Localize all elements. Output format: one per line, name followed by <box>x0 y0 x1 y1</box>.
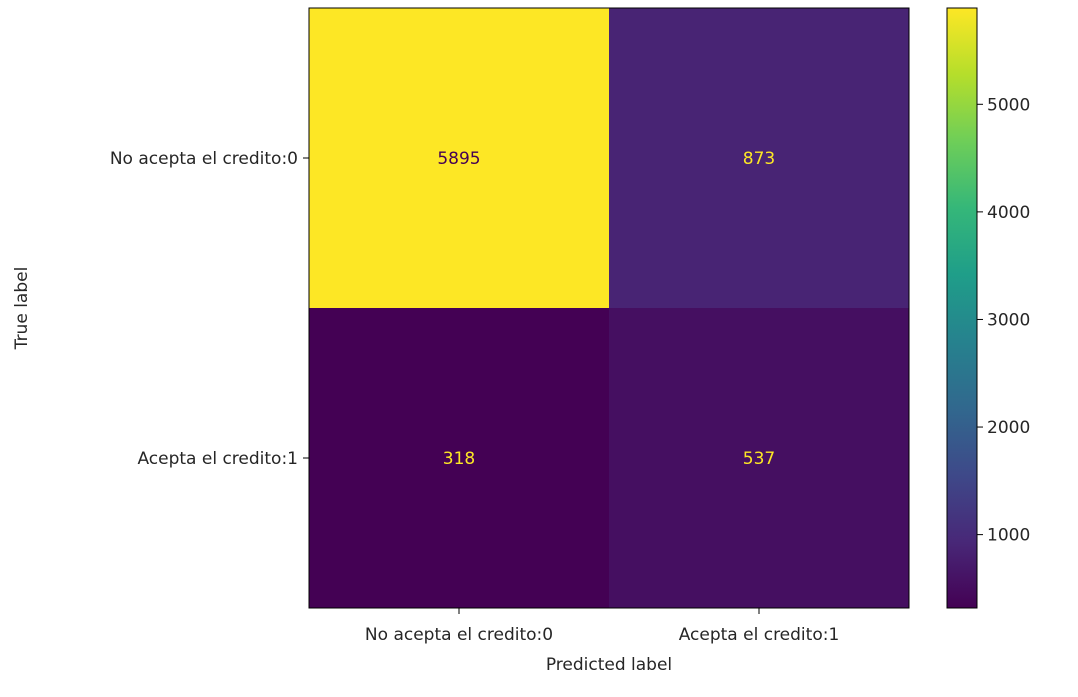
colorbar <box>946 7 978 609</box>
cell-value-label: 537 <box>743 449 775 469</box>
plot-frame <box>308 7 910 609</box>
y-tick-label: Acepta el credito:1 <box>137 449 298 469</box>
y-tick-label: No acepta el credito:0 <box>110 149 298 169</box>
colorbar-ticks: 1000 2000 3000 4000 5000 <box>977 95 1030 546</box>
cell-value-labels: 5895 873 318 537 <box>437 149 775 469</box>
heatmap-cell <box>309 308 609 608</box>
cell-value-label: 5895 <box>437 149 480 169</box>
x-axis-ticks: No acepta el credito:0 Acepta el credito:… <box>365 608 839 645</box>
y-axis-ticks: No acepta el credito:0 Acepta el credito:… <box>110 149 309 469</box>
colorbar-tick-label: 5000 <box>987 95 1030 115</box>
colorbar-tick-label: 1000 <box>987 526 1030 546</box>
colorbar-tick-label: 2000 <box>987 418 1030 438</box>
heatmap-cell <box>609 8 909 308</box>
cell-value-label: 318 <box>443 449 475 469</box>
colorbar-tick-label: 3000 <box>987 310 1030 330</box>
x-tick-label: Acepta el credito:1 <box>679 625 840 645</box>
heatmap-cell <box>609 308 909 608</box>
y-axis-label: True label <box>12 267 32 351</box>
heatmap-cells <box>309 8 909 608</box>
x-tick-label: No acepta el credito:0 <box>365 625 553 645</box>
heatmap-cell <box>309 8 609 308</box>
colorbar-tick-label: 4000 <box>987 203 1030 223</box>
cell-value-label: 873 <box>743 149 775 169</box>
x-axis-label: Predicted label <box>546 655 672 675</box>
